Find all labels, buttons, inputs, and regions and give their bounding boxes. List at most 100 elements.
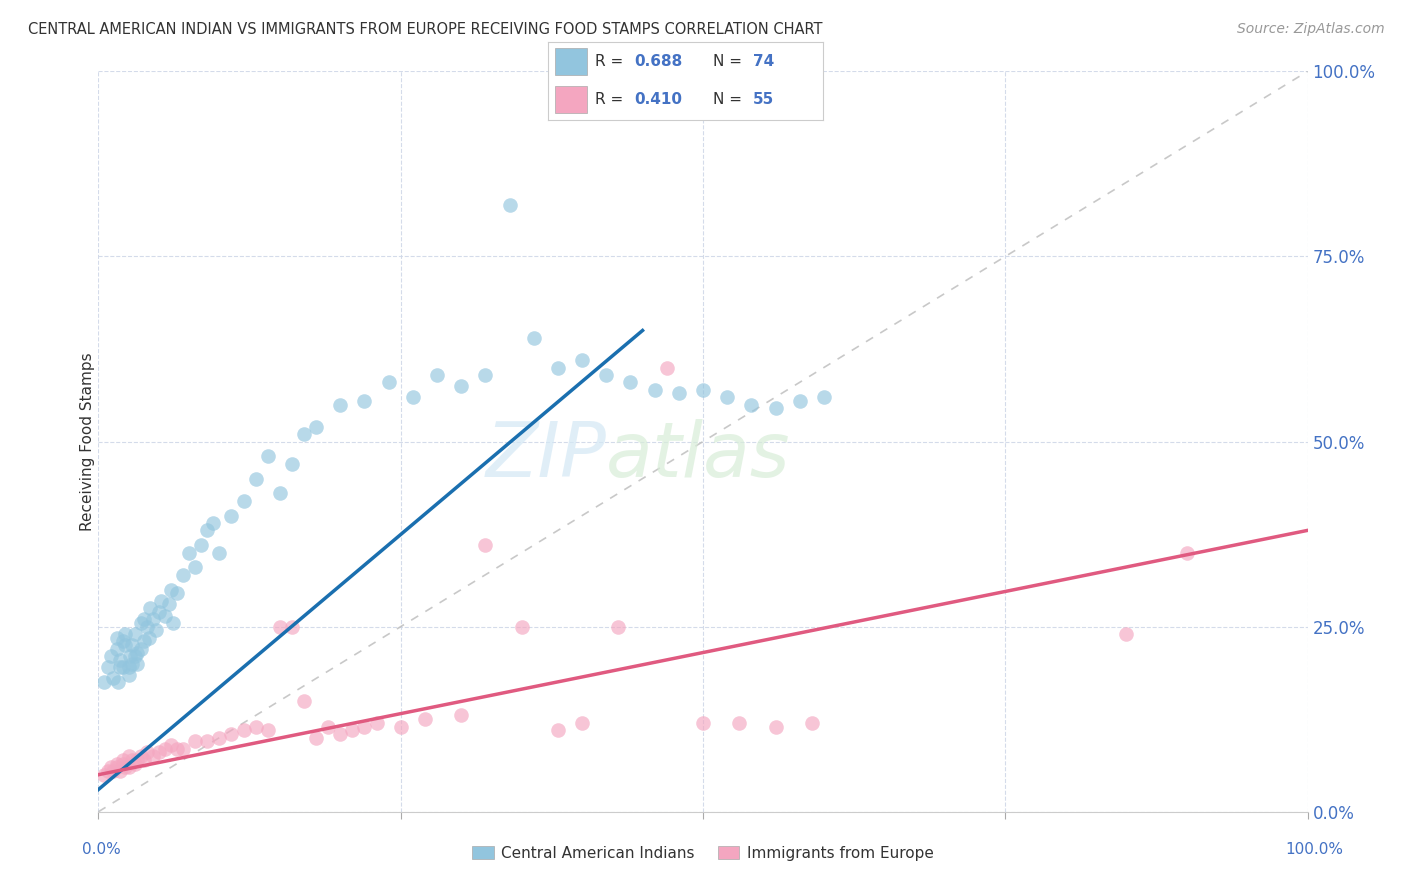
Point [166, 741, 188, 756]
Point [105, 760, 128, 774]
Point [426, 368, 449, 382]
Point [160, 738, 183, 752]
Point [292, 427, 315, 442]
Point [644, 383, 666, 397]
Point [547, 360, 569, 375]
Point [305, 419, 328, 434]
Point [292, 694, 315, 708]
Point [114, 627, 136, 641]
Point [93, 675, 115, 690]
Point [93, 767, 115, 781]
Text: N =: N = [713, 54, 747, 69]
Point [118, 760, 141, 774]
Point [389, 720, 412, 734]
Point [208, 731, 231, 745]
Point [142, 749, 165, 764]
Point [450, 708, 472, 723]
Point [121, 638, 143, 652]
Point [692, 715, 714, 730]
Point [716, 390, 738, 404]
Point [184, 734, 207, 748]
Point [134, 612, 156, 626]
Point [172, 741, 194, 756]
Point [190, 538, 212, 552]
Text: 0.688: 0.688 [634, 54, 683, 69]
Text: 100.0%: 100.0% [1285, 842, 1344, 856]
Point [107, 675, 129, 690]
Text: 0.410: 0.410 [634, 92, 683, 107]
Point [1115, 627, 1137, 641]
Point [111, 753, 134, 767]
Point [353, 720, 375, 734]
Point [619, 376, 641, 390]
Point [127, 657, 149, 671]
FancyBboxPatch shape [555, 48, 586, 75]
Point [595, 368, 617, 382]
Point [740, 397, 762, 411]
Point [118, 667, 141, 681]
Y-axis label: Receiving Food Stamps: Receiving Food Stamps [80, 352, 94, 531]
Point [474, 368, 496, 382]
Point [377, 376, 399, 390]
Point [474, 538, 496, 552]
Point [139, 601, 162, 615]
Point [281, 457, 304, 471]
Point [111, 660, 134, 674]
Text: CENTRAL AMERICAN INDIAN VS IMMIGRANTS FROM EUROPE RECEIVING FOOD STAMPS CORRELAT: CENTRAL AMERICAN INDIAN VS IMMIGRANTS FR… [28, 22, 823, 37]
Point [450, 379, 472, 393]
Text: Source: ZipAtlas.com: Source: ZipAtlas.com [1237, 22, 1385, 37]
Point [269, 486, 291, 500]
Point [571, 353, 593, 368]
Point [269, 619, 291, 633]
Point [124, 649, 146, 664]
Point [800, 715, 823, 730]
Point [523, 331, 546, 345]
Point [316, 720, 339, 734]
Text: ZIP: ZIP [485, 419, 606, 493]
Point [166, 586, 188, 600]
Text: atlas: atlas [606, 419, 790, 493]
Point [353, 393, 375, 408]
Point [195, 734, 218, 748]
Point [127, 753, 149, 767]
Point [108, 764, 131, 778]
Point [221, 727, 243, 741]
Point [184, 560, 207, 574]
Point [232, 493, 254, 508]
Point [329, 727, 352, 741]
Point [108, 653, 131, 667]
Point [121, 657, 143, 671]
Point [111, 756, 134, 771]
Point [153, 741, 176, 756]
Point [202, 516, 225, 530]
Point [789, 393, 811, 408]
Point [150, 593, 173, 607]
Point [281, 619, 304, 633]
Point [177, 546, 201, 560]
Text: 55: 55 [752, 92, 773, 107]
Point [105, 756, 128, 771]
Text: R =: R = [595, 54, 628, 69]
Point [101, 672, 124, 686]
Point [402, 390, 425, 404]
Point [142, 612, 165, 626]
Point [135, 746, 157, 760]
Point [134, 753, 156, 767]
Point [105, 641, 128, 656]
Point [101, 764, 124, 778]
Point [138, 631, 160, 645]
Point [692, 383, 714, 397]
Text: 74: 74 [752, 54, 773, 69]
Point [305, 731, 328, 745]
Point [111, 634, 134, 648]
Point [655, 360, 678, 375]
Point [97, 764, 120, 778]
Point [208, 546, 231, 560]
Point [245, 471, 267, 485]
Point [413, 712, 436, 726]
Point [118, 649, 141, 664]
Point [118, 749, 141, 764]
Legend: Central American Indians, Immigrants from Europe: Central American Indians, Immigrants fro… [467, 839, 939, 867]
Point [329, 397, 352, 411]
Point [124, 756, 146, 771]
